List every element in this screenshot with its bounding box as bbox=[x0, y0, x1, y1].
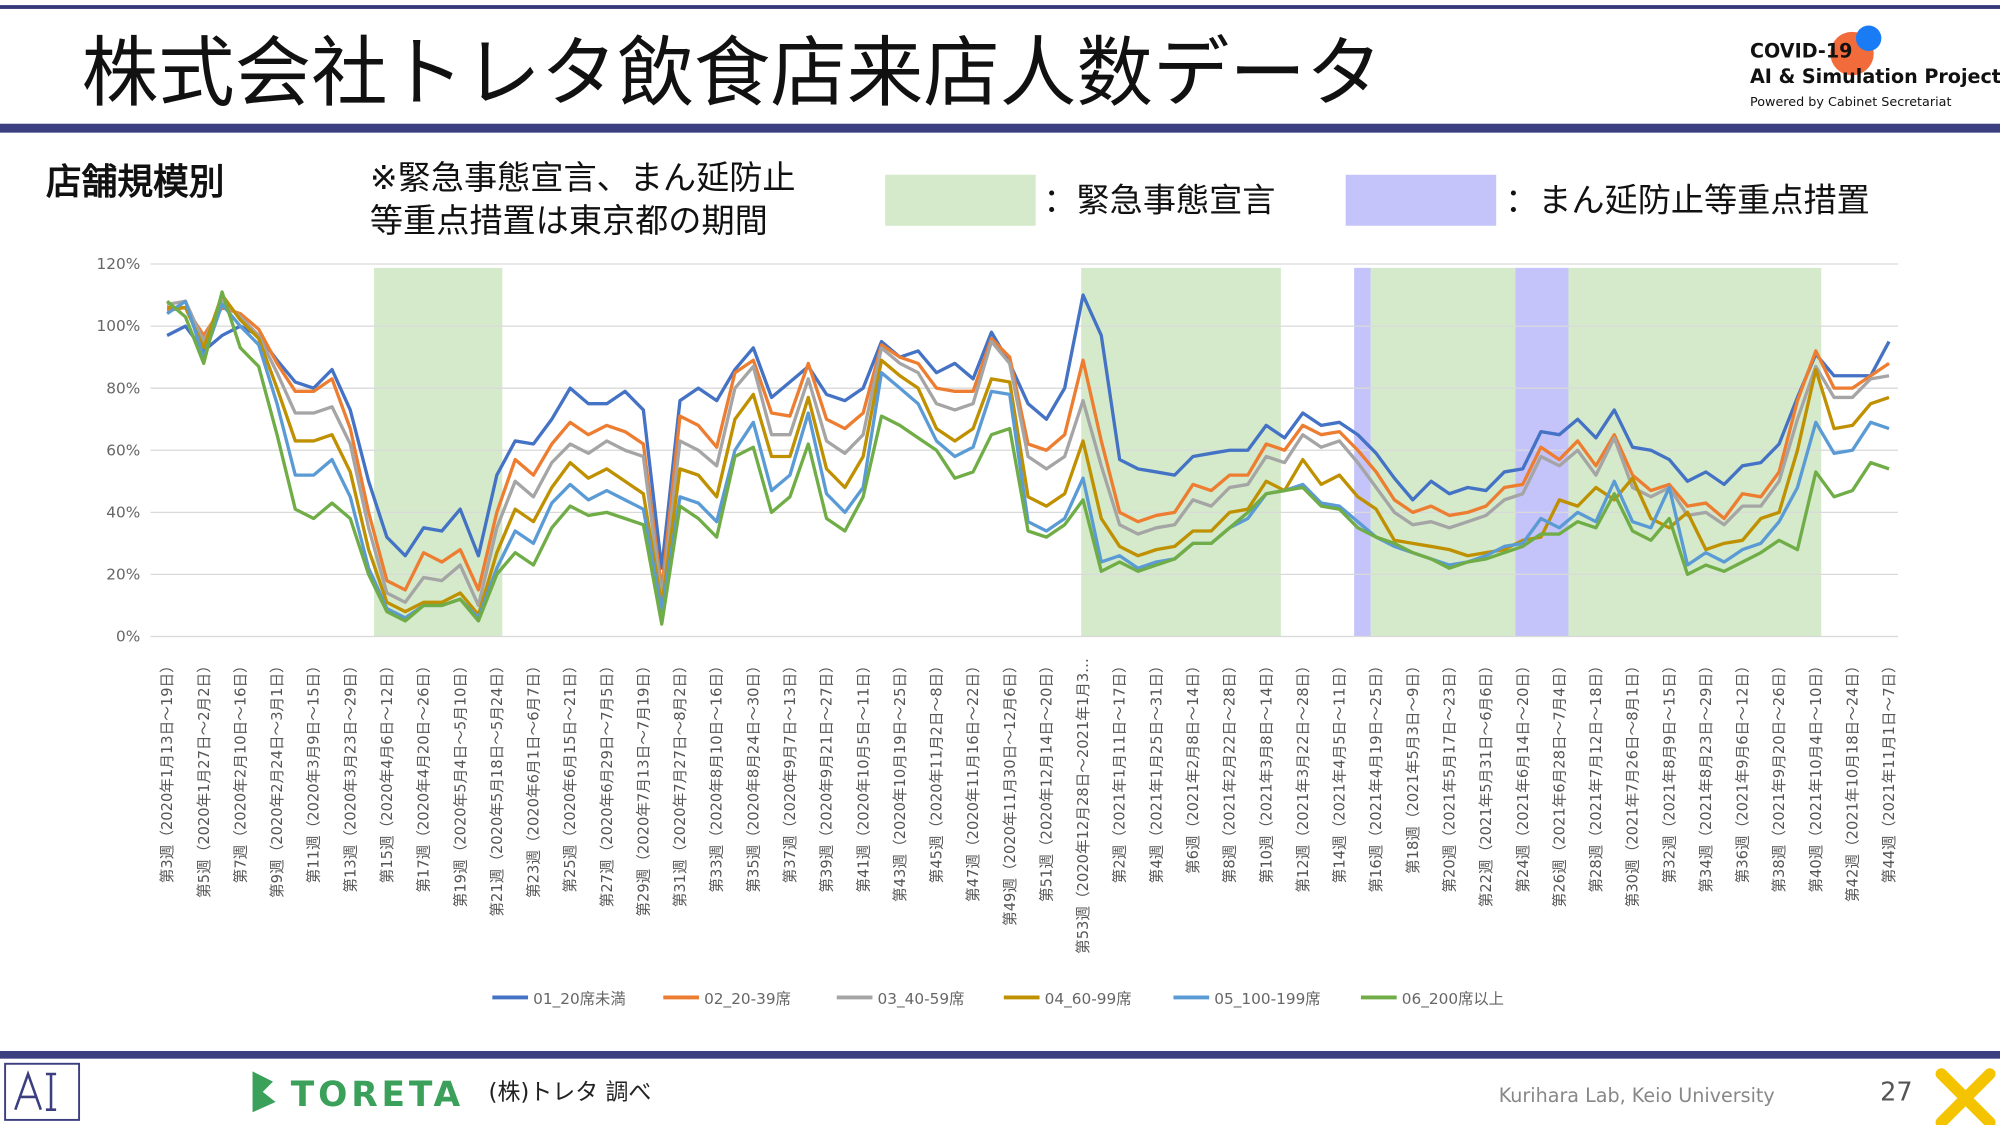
x-tick-label: 第40週（2021年10月4日～10日） bbox=[1807, 658, 1825, 892]
subtitle: 店舗規模別 bbox=[46, 162, 225, 203]
series-line bbox=[166, 293, 1891, 570]
x-tick-label: 第27週（2020年6月29日～7月5日） bbox=[598, 658, 616, 907]
legend-swatch bbox=[1345, 174, 1497, 226]
x-tick-label: 第33週（2020年8月10日～16日） bbox=[708, 658, 726, 892]
page-number: 27 bbox=[1880, 1078, 1912, 1108]
x-tick-label: 第43週（2020年10月19日～25日） bbox=[891, 658, 909, 902]
x-tick-label: 第26週（2021年6月28日～7月4日） bbox=[1550, 658, 1568, 907]
x-tick-label: 第14週（2021年4月5日～11日） bbox=[1331, 658, 1349, 883]
x-tick-label: 第23週（2020年6月1日～6月7日） bbox=[525, 658, 543, 898]
x-tick-label: 第6週（2021年2月8日～14日） bbox=[1184, 658, 1202, 874]
x-tick-label: 第21週（2020年5月18日～5月24日） bbox=[488, 658, 506, 916]
x-tick-label: 第35週（2020年8月24日～30日） bbox=[744, 658, 762, 892]
ai-logo bbox=[4, 1062, 81, 1121]
y-tick-label: 120% bbox=[97, 255, 141, 273]
x-tick-label: 第4週（2021年1月25日～31日） bbox=[1147, 658, 1165, 883]
x-tick-label: 第39週（2020年9月21日～27日） bbox=[818, 658, 836, 892]
logo-circle bbox=[1855, 25, 1882, 52]
footer-bar bbox=[0, 1051, 2000, 1059]
series-line bbox=[166, 305, 1890, 592]
x-tick-label: 第29週（2020年7月13日～7月19日） bbox=[634, 658, 652, 916]
x-tick-label: 第12週（2021年3月22日～28日） bbox=[1294, 658, 1312, 892]
plot: 0% 20% 40% 60% 80% 100% 120% 第3週（2020年1月13日～19日… bbox=[97, 255, 1899, 1009]
y-tick-label: 60% bbox=[106, 441, 140, 459]
x-tick-label: 第31週（2020年7月27日～8月2日） bbox=[671, 658, 689, 907]
legend-label: 01_20席未満 bbox=[533, 990, 625, 1009]
x-tick-label: 第51週（2020年12月14日～20日） bbox=[1037, 658, 1055, 902]
logo-text: Powered by Cabinet Secretariat bbox=[1750, 95, 1951, 110]
x-tick-label: 第3週（2020年1月13日～19日） bbox=[158, 658, 176, 883]
period-band bbox=[1370, 267, 1516, 637]
x-tick-label: 第8週（2021年2月22日～28日） bbox=[1221, 658, 1239, 883]
x-tick-label: 第45週（2020年11月2日～8日） bbox=[928, 658, 946, 883]
series-line bbox=[166, 290, 1890, 626]
x-tick-label: 第36週（2021年9月6日～12日） bbox=[1734, 658, 1752, 883]
header-bar bbox=[0, 123, 2000, 133]
legend-label: 06_200席以上 bbox=[1402, 990, 1504, 1009]
x-tick-label: 第32週（2021年8月9日～15日） bbox=[1660, 658, 1678, 883]
x-tick-label: 第10週（2021年3月8日～14日） bbox=[1257, 658, 1275, 883]
x-logo bbox=[1935, 1068, 1996, 1125]
series-line bbox=[167, 293, 1890, 617]
period-band bbox=[1515, 267, 1569, 637]
y-tick-label: 20% bbox=[106, 566, 140, 584]
x-tick-label: 第47週（2020年11月16日～22日） bbox=[964, 658, 982, 902]
top-line bbox=[0, 5, 2000, 9]
x-tick-label: 第37週（2020年9月7日～13日） bbox=[781, 658, 799, 883]
y-tick-label: 0% bbox=[116, 628, 140, 646]
series-line bbox=[166, 299, 1890, 608]
legend-label: 05_100-199席 bbox=[1214, 990, 1320, 1009]
x-tick-label: 第53週（2020年12月28日～2021年1月3… bbox=[1074, 658, 1092, 954]
y-tick-label: 100% bbox=[97, 317, 141, 335]
x-tick-label: 第18週（2021年5月3日～9日） bbox=[1404, 658, 1422, 874]
x-tick-label: 第19週（2020年5月4日～5月10日） bbox=[451, 658, 469, 907]
title: 株式会社トレタ飲食店来店人数データ bbox=[82, 29, 1383, 118]
y-tick-label: 40% bbox=[106, 503, 140, 521]
x-tick-label: 第16週（2021年4月19日～25日） bbox=[1367, 658, 1385, 892]
x-tick-label: 第28週（2021年7月12日～18日） bbox=[1587, 658, 1605, 892]
source: (株)トレタ 調べ bbox=[489, 1079, 652, 1105]
x-tick-label: 第22週（2021年5月31日～6月6日） bbox=[1477, 658, 1495, 907]
x-tick-label: 第25週（2020年6月15日～21日） bbox=[561, 658, 579, 892]
legend-label: 04_60-99席 bbox=[1045, 990, 1132, 1009]
credit: Kurihara Lab, Keio University bbox=[1499, 1084, 1775, 1107]
x-tick-label: 第13週（2020年3月23日～29日） bbox=[341, 658, 359, 892]
x-tick-label: 第9週（2020年2月24日～3月1日） bbox=[268, 658, 286, 898]
x-tick-label: 第5週（2020年1月27日～2月2日） bbox=[195, 658, 213, 898]
x-tick-label: 第24週（2021年6月14日～20日） bbox=[1514, 658, 1532, 892]
x-tick-label: 第15週（2020年4月6日～12日） bbox=[378, 658, 396, 883]
period-band bbox=[1354, 267, 1371, 637]
note: 等重点措置は東京都の期間 bbox=[370, 201, 768, 240]
brand: TORETA bbox=[291, 1075, 464, 1115]
x-tick-label: 第38週（2021年9月20日～26日） bbox=[1770, 658, 1788, 892]
x-tick-label: 第49週（2020年11月30日～12月6日） bbox=[1001, 658, 1019, 926]
note: ※緊急事態宣言、まん延防止 bbox=[370, 158, 796, 197]
x-tick-label: 第2週（2021年1月11日～17日） bbox=[1111, 658, 1129, 883]
x-tick-label: 第17週（2020年4月20日～26日） bbox=[415, 658, 433, 892]
legend-label: 02_20-39席 bbox=[704, 990, 791, 1009]
logo-text: COVID-19 bbox=[1750, 39, 1852, 62]
x-tick-label: 第20週（2021年5月17日～23日） bbox=[1440, 658, 1458, 892]
x-tick-label: 第41週（2020年10月5日～11日） bbox=[854, 658, 872, 892]
x-tick-label: 第42週（2021年10月18日～24日） bbox=[1843, 658, 1861, 902]
x-tick-label: 第44週（2021年11月1日～7日） bbox=[1880, 658, 1898, 883]
toreta-icon bbox=[252, 1071, 276, 1113]
logo-text: AI & Simulation Project bbox=[1750, 65, 2000, 88]
legend-label: ：まん延防止等重点措置 bbox=[1505, 181, 1870, 220]
legend-swatch bbox=[885, 174, 1036, 226]
y-tick-label: 80% bbox=[106, 379, 140, 397]
legend-label: 03_40-59席 bbox=[878, 990, 965, 1009]
x-tick-label: 第11週（2020年3月9日～15日） bbox=[305, 658, 323, 883]
period-band bbox=[1081, 267, 1281, 637]
x-tick-label: 第34週（2021年8月23日～29日） bbox=[1697, 658, 1715, 892]
x-tick-label: 第7週（2020年2月10日～16日） bbox=[231, 658, 249, 883]
x-tick-label: 第30週（2021年7月26日～8月1日） bbox=[1624, 658, 1642, 907]
legend-label: ：緊急事態宣言 bbox=[1043, 181, 1275, 220]
